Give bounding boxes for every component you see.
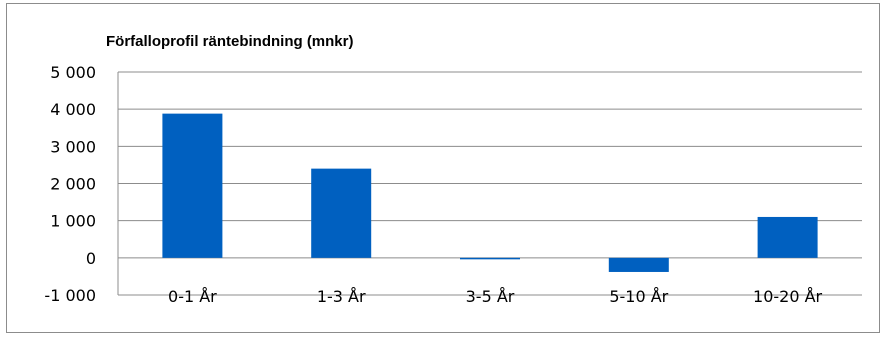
gridlines [117, 71, 862, 296]
y-tick-label: 5 000 [50, 63, 96, 82]
bar [311, 168, 372, 258]
y-tick-label: 4 000 [50, 100, 96, 119]
x-tick-label: 5-10 År [609, 287, 668, 306]
x-tick-label: 10-20 År [753, 287, 823, 306]
bar [608, 257, 669, 272]
y-tick-label: 0 [86, 249, 96, 268]
bars [162, 113, 818, 272]
bar [162, 113, 223, 258]
bar [460, 257, 520, 260]
y-tick-label: 2 000 [50, 175, 96, 194]
chart-title: Förfalloprofil räntebindning (mnkr) [106, 33, 354, 50]
y-tick-label: -1 000 [44, 286, 96, 305]
x-tick-label: 0-1 År [168, 287, 217, 306]
x-axis-ticks: 0-1 År 1-3 År 3-5 År 5-10 År 10-20 År [168, 287, 823, 306]
chart-frame [6, 3, 880, 333]
x-tick-label: 3-5 År [466, 287, 515, 306]
y-axis-ticks: 5 000 4 000 3 000 2 000 1 000 0 -1 000 [44, 63, 96, 305]
bar [757, 216, 818, 258]
x-tick-label: 1-3 År [317, 287, 366, 306]
y-tick-label: 1 000 [50, 212, 96, 231]
y-tick-label: 3 000 [50, 137, 96, 156]
